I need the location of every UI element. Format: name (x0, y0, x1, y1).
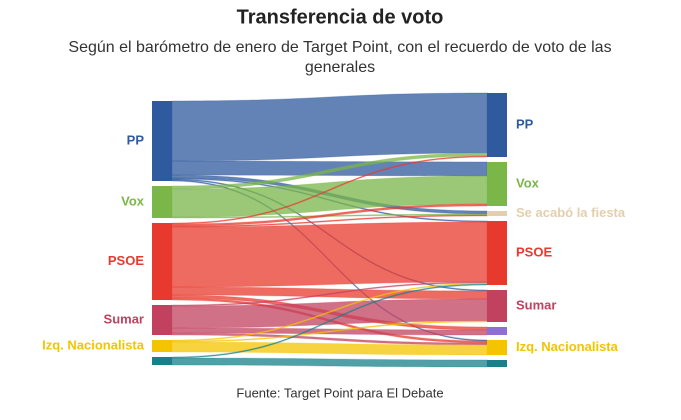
target-node (487, 211, 507, 216)
target-label: Izq. Nacionalista (516, 339, 619, 354)
target-node (487, 327, 507, 335)
nodes: PP Vox PSOE Sumar Izq. Nacionalista PP Vox Se a… (42, 93, 626, 367)
source-node (152, 357, 172, 365)
flow (171, 92, 488, 162)
links (171, 92, 488, 368)
flow (171, 357, 488, 368)
flow (171, 160, 488, 177)
source-node (152, 101, 172, 181)
flow (171, 298, 488, 329)
target-label: Se acabó la fiesta (516, 205, 626, 220)
target-node (487, 290, 507, 322)
source-node (152, 223, 172, 300)
source-node (152, 340, 172, 352)
source-node (152, 186, 172, 218)
chart-subtitle: Según el barómetro de enero de Target Po… (68, 39, 611, 76)
target-node (487, 162, 507, 206)
target-label: PSOE (516, 244, 552, 259)
chart-title: Transferencia de voto (237, 6, 444, 28)
target-label: Sumar (516, 297, 556, 312)
source-label: Izq. Nacionalista (42, 337, 145, 352)
source-node (152, 305, 172, 335)
source-label: Sumar (104, 311, 144, 326)
source-note: Fuente: Target Point para El Debate (236, 385, 443, 400)
target-label: Vox (516, 175, 540, 190)
source-label: Vox (121, 193, 145, 208)
target-node (487, 221, 507, 285)
target-label: PP (516, 116, 534, 131)
target-node (487, 360, 507, 367)
flow (171, 221, 488, 288)
target-node (487, 93, 507, 157)
source-label: PSOE (108, 253, 144, 268)
source-label: PP (127, 132, 145, 147)
target-node (487, 340, 507, 355)
